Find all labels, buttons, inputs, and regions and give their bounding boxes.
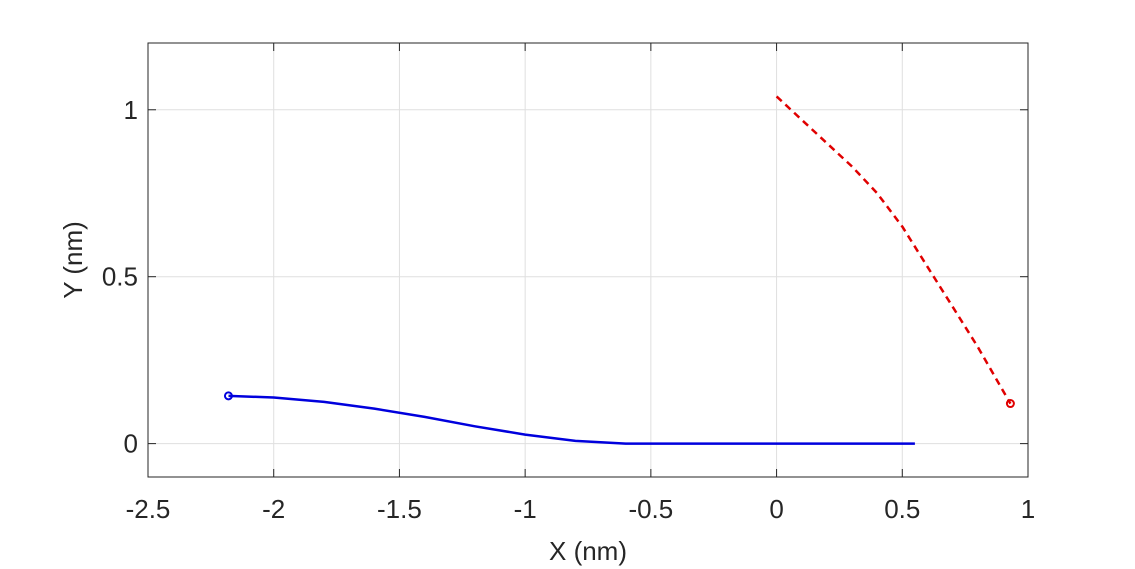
x-tick-label: -1.5 [377,494,422,524]
series-layer [223,95,1015,445]
x-tick-label: 0.5 [884,494,920,524]
series-line-0 [228,394,915,445]
x-tick-label: -2 [262,494,285,524]
grid-lines [147,43,1029,477]
x-tick-label: -0.5 [628,494,673,524]
series-start-marker-0 [223,391,233,401]
y-tick-label: 0 [124,429,138,459]
x-tick-label: -1 [514,494,537,524]
plot-area-frame [147,42,1029,478]
y-tick-label: 0.5 [102,262,138,292]
series-line-1 [775,95,1012,405]
axis-ticks: -2.5 -2 -1.5 -1 -0.5 0 0.5 1 0 0.5 1 [102,43,1035,524]
y-tick-label: 1 [124,95,138,125]
x-tick-label: -2.5 [126,494,171,524]
x-tick-label: 0 [769,494,783,524]
x-axis-label: X (nm) [549,536,627,566]
series-end-marker-1 [1005,399,1015,409]
y-axis-label: Y (nm) [58,221,88,299]
x-tick-label: 1 [1021,494,1035,524]
